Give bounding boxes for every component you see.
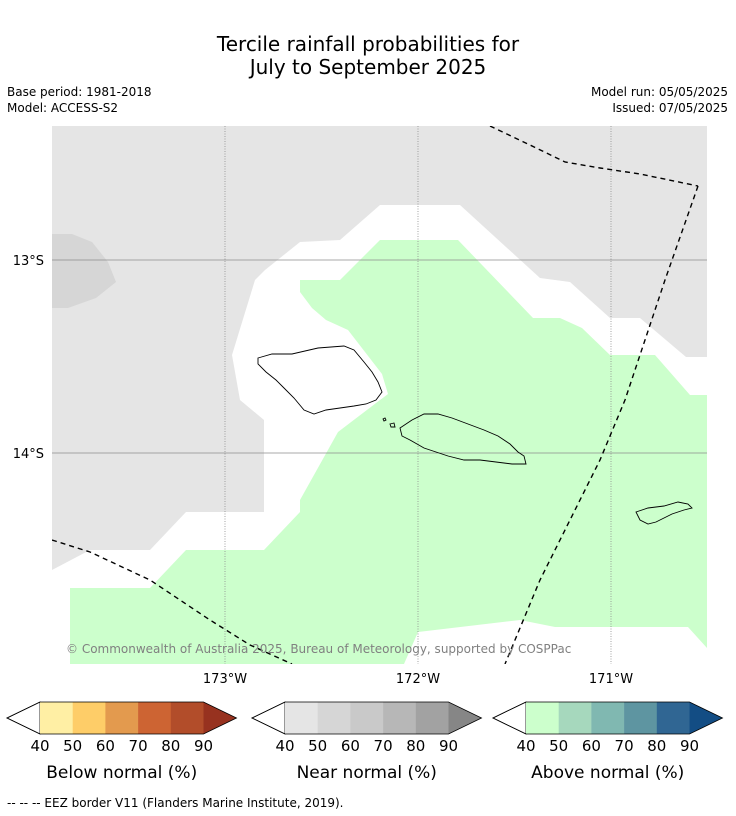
legend-above-tick-60: 60 [582, 737, 601, 755]
legend-below-tick-50: 50 [63, 737, 82, 755]
savaii-island [257, 345, 383, 415]
legend-below-bin-80-90 [170, 702, 204, 734]
lon-label-172w: 172°W [396, 672, 440, 687]
legend-above-tick-90: 90 [680, 737, 699, 755]
lon-label-173w: 173°W [203, 672, 247, 687]
legend-below-title: Below normal (%) [46, 763, 197, 783]
eez-footnote: -- -- -- EEZ border V11 (Flanders Marine… [7, 796, 344, 810]
legend-above-title: Above normal (%) [531, 763, 684, 783]
legend-above-high-triangle [689, 702, 723, 734]
legend-below-tick-60: 60 [96, 737, 115, 755]
legend-below-high-triangle [203, 702, 237, 734]
legend-near-bin-50-60 [317, 702, 351, 734]
legend-above-outline [492, 701, 724, 735]
issued-date: Issued: 07/05/2025 [612, 101, 728, 115]
legend-near-tick-50: 50 [308, 737, 327, 755]
graticule [52, 126, 707, 664]
legend-below-tick-40: 40 [30, 737, 49, 755]
legend-above-tick-80: 80 [647, 737, 666, 755]
legend-below-low-triangle [6, 701, 41, 735]
chart-title-line2: July to September 2025 [249, 55, 487, 79]
lat-label-14s: 14°S [13, 447, 44, 462]
legend-above-tick-50: 50 [549, 737, 568, 755]
legend-near-tick-60: 60 [341, 737, 360, 755]
legend-above-low-triangle [492, 701, 527, 735]
near-normal-region [52, 126, 707, 570]
legend-near-tick-90: 90 [439, 737, 458, 755]
legend-near-bin-70-80 [383, 702, 417, 734]
model-name: Model: ACCESS-S2 [7, 101, 119, 115]
model-run: Model run: 05/05/2025 [590, 85, 728, 99]
near-normal-darker-patch [52, 234, 116, 308]
legend-near-tick-40: 40 [275, 737, 294, 755]
lon-label-171w: 171°W [589, 672, 633, 687]
above-normal-region [70, 240, 707, 664]
legend-below-tick-90: 90 [194, 737, 213, 755]
legend-near-bin-40-50 [285, 702, 318, 734]
legend-above-tick-40: 40 [516, 737, 535, 755]
legend-below-bin-60-70 [105, 702, 139, 734]
legend-above-bin-80-90 [656, 702, 690, 734]
legend-near-low-triangle [251, 701, 286, 735]
legend-near-tick-80: 80 [406, 737, 425, 755]
legend-below-bin-70-80 [138, 702, 172, 734]
legend-below-normal: 40 50 60 70 80 90 Below normal (%) [6, 701, 238, 783]
lat-label-13s: 13°S [13, 254, 44, 269]
map-panel: © Commonwealth of Australia 2025, Bureau… [52, 126, 707, 664]
legend-near-normal: 40 50 60 70 80 90 Near normal (%) [251, 701, 483, 783]
legend-near-bin-80-90 [415, 702, 449, 734]
copyright-notice: © Commonwealth of Australia 2025, Bureau… [66, 642, 571, 656]
legend-near-high-triangle [448, 702, 482, 734]
legend-above-bin-40-50 [526, 702, 559, 734]
legend-near-outline [251, 701, 483, 735]
legend-above-bin-70-80 [624, 702, 658, 734]
legend-below-bin-50-60 [72, 702, 106, 734]
islands [257, 345, 693, 525]
legend-above-normal: 40 50 60 70 80 90 Above normal (%) [492, 701, 724, 783]
legend-below-outline [6, 701, 238, 735]
chart-title-line1: Tercile rainfall probabilities for [216, 32, 520, 56]
legend-above-bin-60-70 [591, 702, 625, 734]
eez-border [52, 126, 699, 664]
upolu-island [399, 413, 527, 465]
legend-below-bin-40-50 [40, 702, 73, 734]
legend-below-tick-70: 70 [129, 737, 148, 755]
legend-near-title: Near normal (%) [297, 763, 437, 783]
legend-near-bin-60-70 [350, 702, 384, 734]
legend-near-tick-70: 70 [374, 737, 393, 755]
apolima-islet [382, 417, 387, 422]
legend-above-bin-50-60 [558, 702, 592, 734]
tutuila-island [635, 501, 693, 525]
manono-islet [389, 422, 396, 428]
base-period: Base period: 1981-2018 [7, 85, 152, 99]
legend-below-tick-80: 80 [161, 737, 180, 755]
legend-above-tick-70: 70 [615, 737, 634, 755]
